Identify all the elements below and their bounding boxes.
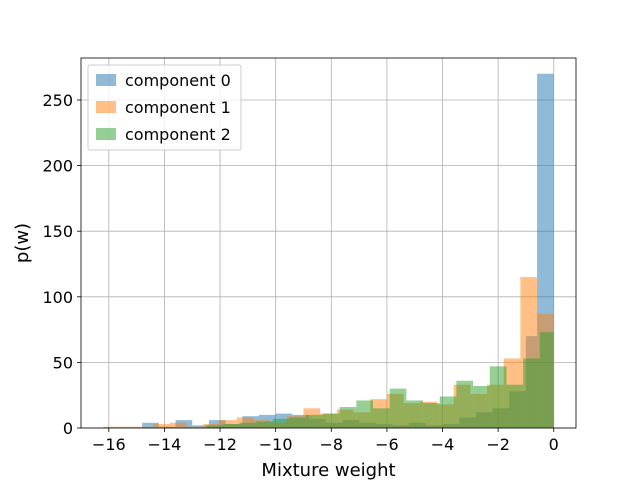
histogram-bar: [506, 384, 524, 428]
series-bars: [206, 332, 554, 428]
histogram-bar: [406, 400, 424, 428]
y-tick-label: 0: [63, 419, 73, 438]
histogram-bar: [539, 332, 554, 428]
histogram-bar: [372, 408, 390, 428]
histogram-bar: [119, 426, 137, 428]
x-axis-label: Mixture weight: [261, 460, 395, 480]
y-tick-label: 200: [42, 157, 73, 176]
histogram-bar: [192, 425, 209, 428]
histogram-bar: [136, 426, 154, 428]
x-tick-label: −14: [148, 435, 182, 454]
histogram-bar: [306, 414, 323, 428]
x-tick-label: −4: [431, 435, 455, 454]
x-tick-label: −8: [319, 435, 343, 454]
histogram-bar: [523, 358, 540, 428]
y-tick-label: 100: [42, 288, 73, 307]
x-tick-label: −12: [203, 435, 237, 454]
x-tick-label: −10: [259, 435, 293, 454]
legend-box: [87, 64, 242, 151]
x-axis-ticks: −16 −14 −12 −10 −8 −6 −4 −2 0: [92, 428, 559, 454]
histogram-bar: [186, 426, 204, 428]
histogram-bar: [473, 386, 490, 428]
histogram-bar: [489, 366, 507, 428]
grid: [81, 58, 576, 429]
legend-swatch: [96, 74, 116, 86]
histogram-bar: [389, 388, 407, 428]
histogram-bar: [356, 400, 373, 428]
histogram-bar: [239, 422, 257, 428]
legend-label: component 1: [125, 98, 231, 117]
y-axis-label: p(w): [12, 223, 33, 263]
histogram-bar: [456, 380, 474, 428]
legend-swatch: [96, 128, 116, 140]
histogram-bar: [103, 426, 120, 428]
x-tick-label: 0: [549, 435, 559, 454]
histogram-bar: [142, 422, 159, 428]
histogram-bar: [423, 403, 440, 428]
histogram-bar: [272, 418, 290, 428]
legend-label: component 2: [125, 125, 231, 144]
x-tick-label: −2: [486, 435, 510, 454]
histogram-bar: [439, 396, 457, 428]
legend: component 0 component 1 component 2: [87, 64, 242, 151]
histogram-bar: [289, 417, 307, 428]
histogram-bar: [256, 421, 273, 428]
legend-label: component 0: [125, 71, 231, 90]
histogram-bar: [339, 407, 357, 428]
y-axis-ticks: 0 50 100 150 200 250: [42, 91, 81, 438]
y-tick-label: 150: [42, 222, 73, 241]
histogram-bar: [169, 422, 187, 428]
legend-swatch: [96, 101, 116, 113]
plot-frame: [80, 57, 577, 429]
y-tick-label: 50: [53, 353, 73, 372]
histogram-bar: [222, 424, 240, 428]
y-tick-label: 250: [42, 91, 73, 110]
histogram-bar: [153, 424, 170, 428]
histogram-bar: [206, 425, 223, 428]
histogram-bar: [322, 413, 340, 428]
x-tick-label: −6: [375, 435, 399, 454]
histogram-bars: [103, 73, 554, 428]
x-tick-label: −16: [92, 435, 126, 454]
